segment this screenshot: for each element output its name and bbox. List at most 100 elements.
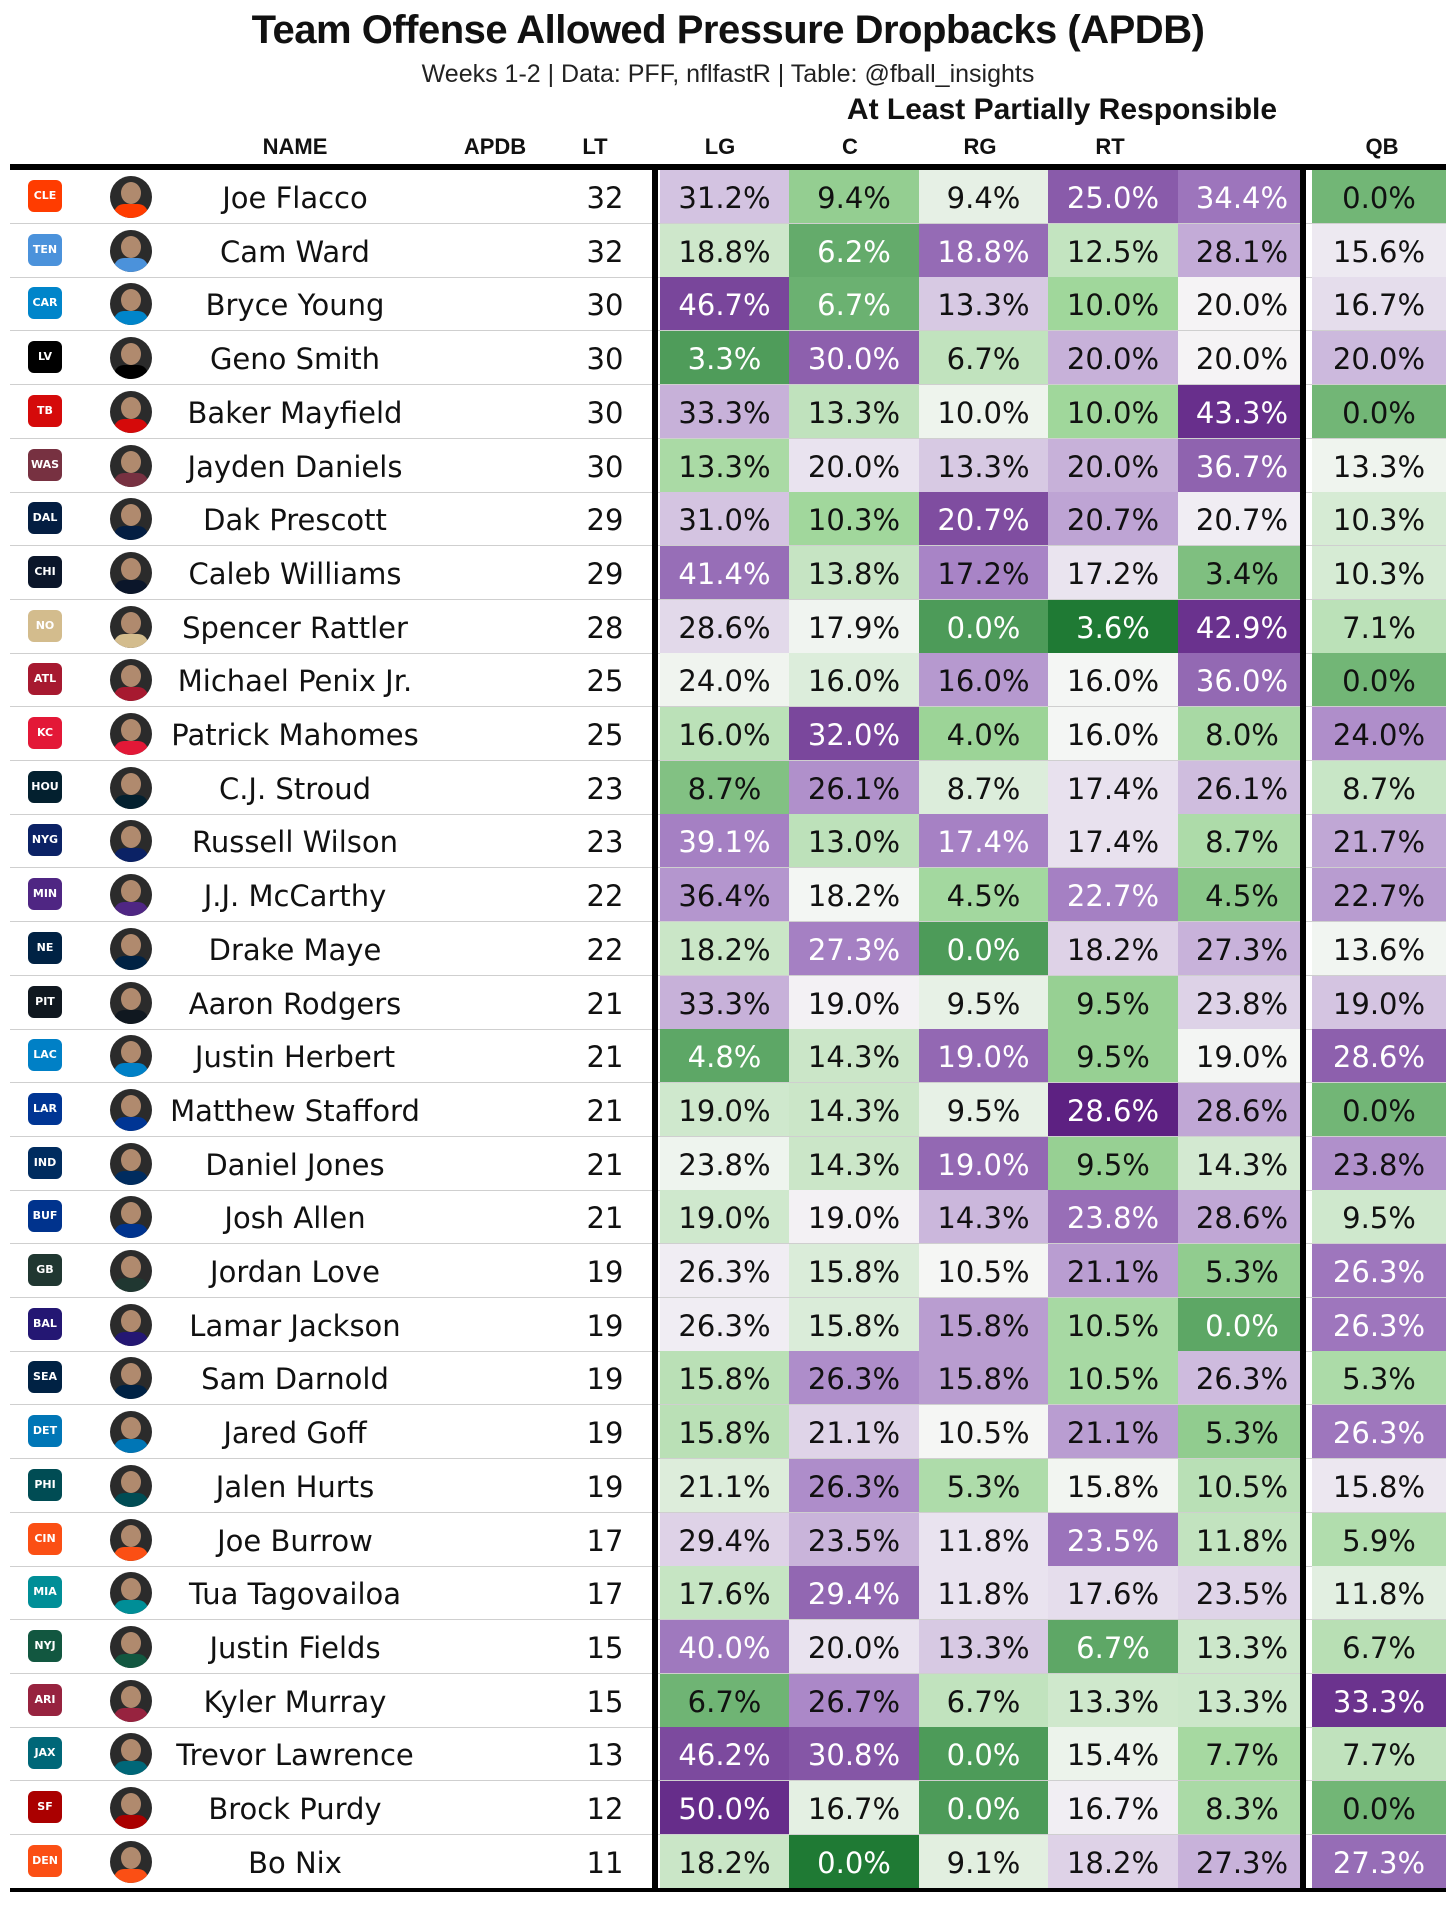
pct-cell-rg: 23.5% bbox=[1048, 1512, 1178, 1566]
pct-cell-rt: 14.3% bbox=[1178, 1136, 1306, 1190]
pct-cell-rt: 42.9% bbox=[1178, 599, 1306, 653]
pct-cell-lt: 50.0% bbox=[660, 1781, 789, 1834]
headshot-face bbox=[121, 665, 141, 688]
headshot-face bbox=[121, 1041, 141, 1064]
team-logo-icon: CLE bbox=[28, 180, 62, 212]
column-header-c: C bbox=[842, 134, 858, 159]
table-row: DEN Bo Nix 11 18.2% 0.0% 9.1% 18.2% 27.3% 27.3% bbox=[10, 1834, 1446, 1889]
pct-cell-qb: 20.0% bbox=[1312, 331, 1446, 385]
player-headshot bbox=[110, 1518, 152, 1561]
table-row: TEN Cam Ward 32 18.8% 6.2% 18.8% 12.5% 28.1% 15.… bbox=[10, 223, 1446, 278]
headshot-jersey bbox=[114, 1278, 148, 1292]
pct-cell-lg: 13.8% bbox=[789, 545, 919, 599]
pct-cell-qb: 24.0% bbox=[1312, 707, 1446, 760]
player-name: Justin Fields bbox=[209, 1630, 381, 1665]
apdb-value: 12 bbox=[586, 1792, 624, 1826]
pct-cell-rg: 20.0% bbox=[1048, 331, 1178, 385]
headshot-face bbox=[121, 1685, 141, 1708]
apdb-value: 28 bbox=[586, 610, 624, 645]
apdb-value: 30 bbox=[586, 449, 624, 484]
pct-cell-c: 10.5% bbox=[919, 1405, 1048, 1459]
player-name: Trevor Lawrence bbox=[176, 1738, 414, 1773]
player-headshot bbox=[110, 1840, 152, 1883]
pct-cell-lt: 33.3% bbox=[660, 975, 789, 1029]
table-row: SF Brock Purdy 12 50.0% 16.7% 0.0% 16.7% 8.3% 0.… bbox=[10, 1781, 1446, 1835]
headshot-face bbox=[121, 182, 141, 204]
pct-cell-lt: 4.8% bbox=[660, 1029, 789, 1083]
team-logo-icon: MIA bbox=[28, 1576, 62, 1609]
player-name: J.J. McCarthy bbox=[203, 879, 387, 914]
pct-cell-rg: 15.4% bbox=[1048, 1727, 1178, 1781]
pct-cell-lt: 13.3% bbox=[660, 438, 789, 492]
headshot-jersey bbox=[114, 1653, 148, 1668]
pct-cell-lg: 17.9% bbox=[789, 599, 919, 653]
headshot-face bbox=[121, 504, 141, 527]
apdb-value: 29 bbox=[586, 556, 624, 591]
pct-cell-qb: 13.6% bbox=[1312, 921, 1446, 975]
headshot-face bbox=[121, 1256, 141, 1278]
headshot-jersey bbox=[114, 1707, 148, 1722]
apdb-value: 23 bbox=[586, 771, 624, 806]
table-row: GB Jordan Love 19 26.3% 15.8% 10.5% 21.1% 5.3% 2… bbox=[10, 1244, 1446, 1298]
table-row: CIN Joe Burrow 17 29.4% 23.5% 11.8% 23.5% 11.8%… bbox=[10, 1512, 1446, 1567]
pct-cell-lg: 15.8% bbox=[789, 1244, 919, 1297]
pct-cell-rt: 0.0% bbox=[1178, 1297, 1306, 1351]
pct-cell-qb: 23.8% bbox=[1312, 1136, 1446, 1190]
player-headshot bbox=[110, 874, 152, 917]
team-logo-icon: KC bbox=[28, 717, 62, 749]
headshot-jersey bbox=[114, 257, 148, 272]
pct-cell-rg: 9.5% bbox=[1048, 1136, 1178, 1190]
pct-cell-c: 17.2% bbox=[919, 545, 1048, 599]
pct-cell-lg: 21.1% bbox=[789, 1405, 919, 1459]
apdb-value: 21 bbox=[586, 1147, 624, 1182]
player-name: Tua Tagovailoa bbox=[188, 1577, 402, 1612]
pct-cell-c: 18.8% bbox=[919, 223, 1048, 277]
pct-cell-c: 9.5% bbox=[919, 975, 1048, 1029]
pct-cell-lg: 6.2% bbox=[789, 223, 919, 277]
pct-cell-lg: 13.0% bbox=[789, 814, 919, 868]
apdb-value: 19 bbox=[586, 1308, 624, 1343]
pct-cell-qb: 0.0% bbox=[1312, 1781, 1446, 1834]
pct-cell-rg: 6.7% bbox=[1048, 1619, 1178, 1673]
pct-cell-c: 4.0% bbox=[919, 707, 1048, 760]
player-name: Lamar Jackson bbox=[189, 1308, 401, 1343]
pct-cell-qb: 9.5% bbox=[1312, 1190, 1446, 1244]
player-headshot bbox=[110, 283, 152, 326]
pct-cell-rt: 26.3% bbox=[1178, 1351, 1306, 1405]
table-row: MIA Tua Tagovailoa 17 17.6% 29.4% 11.8% 17.6% 2… bbox=[10, 1566, 1446, 1621]
player-name: Cam Ward bbox=[220, 234, 370, 269]
table-row: NE Drake Maye 22 18.2% 27.3% 0.0% 18.2% 27.3% 13… bbox=[10, 921, 1446, 976]
pct-cell-qb: 0.0% bbox=[1312, 384, 1446, 438]
pct-cell-c: 10.5% bbox=[919, 1244, 1048, 1297]
table-row: JAX Trevor Lawrence 13 46.2% 30.8% 0.0% 15.4% 7… bbox=[10, 1727, 1446, 1782]
pct-cell-lt: 39.1% bbox=[660, 814, 789, 868]
table-row: ARI Kyler Murray 15 6.7% 26.7% 6.7% 13.3% 13.3%… bbox=[10, 1673, 1446, 1728]
pct-cell-c: 11.8% bbox=[919, 1512, 1048, 1566]
pct-cell-lt: 23.8% bbox=[660, 1136, 789, 1190]
apdb-value: 23 bbox=[586, 825, 624, 860]
pct-cell-c: 0.0% bbox=[919, 921, 1048, 975]
apdb-value: 19 bbox=[586, 1255, 624, 1289]
headshot-jersey bbox=[114, 579, 148, 594]
player-name: Bo Nix bbox=[248, 1845, 342, 1880]
pct-cell-lt: 17.6% bbox=[660, 1566, 789, 1620]
pct-cell-lg: 30.0% bbox=[789, 331, 919, 385]
headshot-jersey bbox=[114, 955, 148, 970]
pct-cell-lg: 29.4% bbox=[789, 1566, 919, 1620]
apdb-value: 32 bbox=[586, 234, 624, 269]
apdb-value: 15 bbox=[586, 1684, 624, 1719]
column-divider-right bbox=[1300, 164, 1306, 1889]
pct-cell-lt: 24.0% bbox=[660, 653, 789, 707]
column-divider-left bbox=[652, 164, 658, 1889]
pct-cell-lg: 26.7% bbox=[789, 1673, 919, 1727]
team-logo-icon: CHI bbox=[28, 555, 62, 588]
pct-cell-c: 9.5% bbox=[919, 1082, 1048, 1136]
headshot-face bbox=[121, 1202, 141, 1225]
pct-cell-rg: 20.0% bbox=[1048, 438, 1178, 492]
headshot-jersey bbox=[114, 1761, 148, 1776]
headshot-jersey bbox=[114, 1224, 148, 1239]
headshot-face bbox=[121, 1470, 141, 1493]
pct-cell-lg: 15.8% bbox=[789, 1297, 919, 1351]
pct-cell-rg: 20.7% bbox=[1048, 492, 1178, 546]
pct-cell-lt: 46.2% bbox=[660, 1727, 789, 1781]
